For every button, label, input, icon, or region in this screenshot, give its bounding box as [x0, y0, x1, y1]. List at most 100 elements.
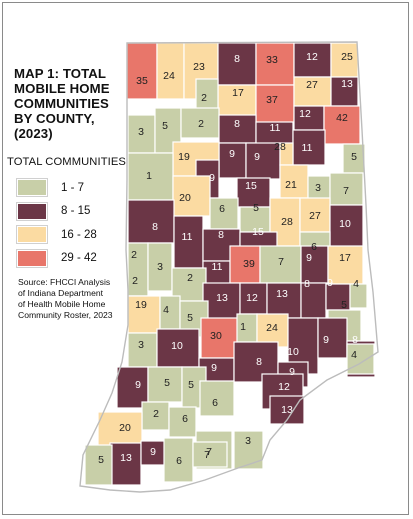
county-value-label: 6 — [182, 413, 188, 425]
source-line: Source: FHCCI Analysis — [18, 277, 111, 287]
county-value-label: 3 — [315, 182, 321, 194]
county-area — [109, 442, 142, 486]
county-area — [299, 197, 331, 233]
county-area — [127, 295, 161, 334]
county-value-label: 9 — [209, 172, 215, 184]
county-value-label: 23 — [193, 61, 205, 73]
county-value-label: 4 — [163, 304, 169, 316]
county-value-label: 6 — [219, 203, 225, 215]
county-value-label: 13 — [341, 78, 353, 90]
title-line: COMMUNITIES — [14, 96, 109, 111]
county-value-label: 9 — [323, 334, 329, 346]
legend-label: 16 - 28 — [61, 228, 97, 241]
county-value-label: 37 — [266, 94, 278, 106]
county-value-label: 8 — [352, 334, 358, 346]
map-title: MAP 1: TOTAL MOBILE HOME COMMUNITIES BY … — [14, 66, 149, 141]
county-value-label: 24 — [266, 322, 278, 334]
county-value-label: 3 — [138, 126, 144, 138]
county-value-label: 20 — [119, 422, 131, 434]
county-value-label: 19 — [135, 299, 147, 311]
source-line: of Health Mobile Home — [18, 299, 106, 309]
county-value-label: 7 — [206, 446, 212, 458]
county-value-label: 3 — [245, 435, 251, 447]
county-area — [180, 107, 220, 139]
county-value-label: 3 — [138, 339, 144, 351]
legend-label: 1 - 7 — [61, 181, 85, 194]
county-value-label: 28 — [281, 216, 293, 228]
county-area — [317, 317, 348, 359]
county-area — [84, 444, 113, 486]
county-value-label: 2 — [153, 408, 159, 420]
county-value-label: 21 — [285, 179, 297, 191]
county-value-label: 9 — [254, 151, 260, 163]
county-value-label: 2 — [187, 272, 193, 284]
county-value-label: 5 — [341, 299, 347, 311]
county-value-label: 1 — [146, 170, 152, 182]
county-value-label: 15 — [252, 226, 264, 238]
county-value-label: 24 — [163, 70, 175, 82]
county-area — [330, 76, 359, 107]
county-value-label: 8 — [234, 53, 240, 65]
county-value-label: 10 — [339, 218, 351, 230]
county-area — [192, 441, 228, 468]
county-value-label: 9 — [229, 148, 235, 160]
county-area — [327, 245, 364, 285]
county-area — [349, 283, 368, 309]
county-value-label: 13 — [216, 292, 228, 304]
legend-swatch — [17, 202, 47, 220]
county-value-label: 11 — [212, 261, 223, 273]
county-area — [127, 152, 174, 201]
legend-swatch — [17, 179, 47, 197]
county-value-label: 9 — [150, 446, 156, 458]
county-area — [346, 343, 375, 375]
county-area — [173, 215, 204, 269]
county-value-label: 13 — [276, 288, 288, 300]
county-value-label: 28 — [274, 141, 286, 153]
county-area — [330, 42, 359, 78]
county-value-label: 27 — [306, 79, 318, 91]
county-area — [202, 282, 241, 322]
county-value-label: 20 — [179, 192, 191, 204]
county-value-label: 9 — [306, 252, 312, 264]
county-value-label: 6 — [212, 397, 218, 409]
county-area — [199, 380, 235, 417]
state-outline — [79, 41, 379, 493]
county-area — [163, 437, 194, 483]
county-value-label: 12 — [306, 51, 318, 63]
legend-label: 8 - 15 — [61, 205, 91, 218]
county-area — [127, 332, 158, 368]
legend-item: 1 - 7 — [17, 176, 97, 200]
county-area — [255, 84, 295, 124]
county-value-label: 8 — [234, 118, 240, 130]
county-area — [233, 430, 264, 470]
county-area — [255, 42, 295, 86]
title-line: BY COUNTY, — [14, 111, 95, 126]
county-value-label: 9 — [327, 277, 333, 289]
county-value-label: 5 — [351, 151, 357, 163]
county-value-label: 12 — [299, 108, 311, 120]
county-value-label: 9 — [135, 379, 141, 391]
county-value-label: 8 — [218, 229, 224, 241]
legend-label: 29 - 42 — [61, 252, 97, 265]
county-value-label: 9 — [211, 362, 217, 374]
county-value-label: 25 — [341, 51, 353, 63]
county-value-label: 5 — [253, 202, 259, 214]
county-area — [127, 114, 156, 154]
title-line: MAP 1: TOTAL — [14, 66, 107, 81]
county-value-label: 4 — [351, 349, 357, 361]
county-value-label: 2 — [198, 118, 204, 130]
county-area — [259, 245, 302, 284]
legend-swatch — [17, 249, 47, 267]
county-value-label: 6 — [311, 241, 317, 253]
county-value-label: 12 — [246, 292, 258, 304]
county-value-label: 6 — [176, 455, 182, 467]
county-value-label: 9 — [289, 366, 295, 378]
county-value-label: 5 — [164, 377, 170, 389]
county-value-label: 27 — [309, 210, 321, 222]
county-value-label: 8 — [304, 278, 310, 290]
county-value-label: 17 — [339, 252, 351, 264]
county-value-label: 30 — [210, 330, 222, 342]
county-value-label: 2 — [132, 275, 138, 287]
county-value-label: 5 — [98, 454, 104, 466]
